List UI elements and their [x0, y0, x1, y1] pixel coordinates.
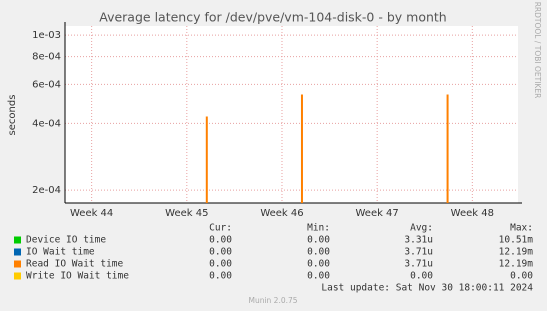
legend-stat: 0.00	[410, 271, 433, 282]
legend-swatch	[14, 248, 21, 256]
y-tick-label: 6e-04	[32, 79, 61, 90]
legend-stat: 0.00	[510, 271, 533, 282]
legend-label: Device IO time	[26, 235, 106, 246]
legend-stat: 0.00	[209, 271, 232, 282]
x-tick-label: Week 48	[451, 208, 494, 219]
legend-header: Min:	[307, 223, 330, 234]
legend-header: Max:	[510, 223, 533, 234]
legend-stat: 10.51m	[499, 235, 534, 246]
x-tick-label: Week 46	[260, 208, 303, 219]
side-note: RRDTOOL / TOBI OETIKER	[533, 2, 542, 99]
legend-stat: 0.00	[307, 271, 330, 282]
legend-stat: 0.00	[307, 247, 330, 258]
x-tick-label: Week 45	[165, 208, 208, 219]
legend-label: Write IO Wait time	[26, 271, 129, 282]
legend-stat: 0.00	[307, 259, 330, 270]
y-tick-label: 4e-04	[32, 118, 61, 129]
y-axis-label: seconds	[7, 95, 18, 136]
legend-label: IO Wait time	[26, 247, 95, 258]
y-tick-label: 1e-03	[32, 30, 61, 41]
chart-title: Average latency for /dev/pve/vm-104-disk…	[99, 10, 446, 25]
legend-swatch	[14, 236, 21, 244]
legend-stat: 3.71u	[404, 247, 433, 258]
legend-stat: 0.00	[307, 235, 330, 246]
y-tick-label: 2e-04	[32, 185, 61, 196]
plot-area	[65, 26, 518, 203]
legend-stat: 0.00	[209, 247, 232, 258]
legend-header: Cur:	[209, 223, 232, 234]
x-tick-label: Week 47	[355, 208, 398, 219]
y-tick-label: 8e-04	[32, 52, 61, 63]
last-update: Last update: Sat Nov 30 18:00:11 2024	[321, 283, 533, 294]
legend-stat: 3.71u	[404, 259, 433, 270]
legend-swatch	[14, 272, 21, 280]
legend-header: Avg:	[410, 223, 433, 234]
legend-label: Read IO Wait time	[26, 259, 124, 270]
legend-stat: 0.00	[209, 259, 232, 270]
footer: Munin 2.0.75	[248, 296, 297, 305]
legend-stat: 3.31u	[404, 235, 433, 246]
legend-stat: 12.19m	[499, 259, 534, 270]
legend-swatch	[14, 260, 21, 268]
legend-stat: 0.00	[209, 235, 232, 246]
x-tick-label: Week 44	[70, 208, 113, 219]
legend-stat: 12.19m	[499, 247, 534, 258]
